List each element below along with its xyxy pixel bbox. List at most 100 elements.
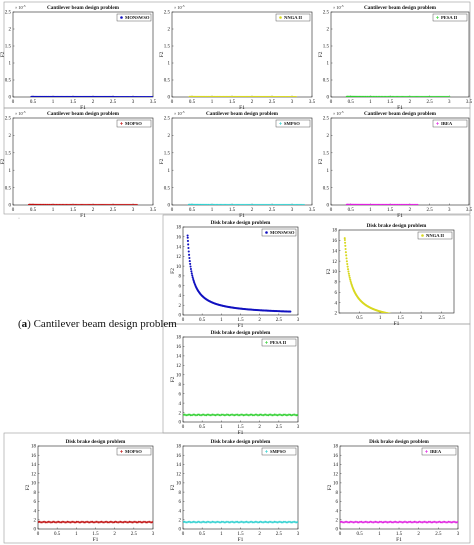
data-point: [228, 414, 231, 417]
data-point: [252, 521, 256, 524]
data-point: [184, 521, 187, 524]
x-tick-label: 1: [379, 316, 382, 321]
data-point: [291, 520, 294, 524]
y-tick-label: 10: [332, 270, 338, 275]
y-tick-label: 4: [179, 509, 182, 514]
data-point: [42, 520, 45, 524]
data-point: [132, 520, 135, 524]
data-point: [221, 520, 225, 523]
x-tick-label: 3: [457, 532, 460, 537]
data-point: [437, 520, 440, 524]
data-point: [189, 521, 192, 524]
x-tick-label: 3: [132, 208, 135, 213]
data-point: [49, 521, 53, 524]
x-tick-label: 0: [182, 532, 185, 537]
y-tick-label: 0.5: [5, 79, 12, 84]
y-tick-label: 2: [327, 134, 330, 139]
data-point: [214, 521, 217, 524]
legend-label: PESA II: [441, 15, 457, 20]
data-point: [394, 314, 396, 316]
data-point: [348, 274, 351, 277]
x-tick-label: 3.5: [466, 208, 473, 213]
x-tick-label: 0.5: [357, 532, 364, 537]
data-point: [70, 520, 73, 524]
y-tick-label: 14: [176, 355, 182, 360]
y-tick-label: 2: [335, 312, 338, 317]
data-point: [289, 520, 292, 524]
data-point: [185, 414, 188, 417]
x-tick-label: 3.5: [309, 208, 316, 213]
data-point: [271, 521, 274, 524]
data-point: [92, 521, 95, 524]
data-point: [416, 316, 418, 318]
data-point: [255, 520, 258, 524]
y-tick-label: 0: [179, 528, 182, 533]
data-point: [201, 413, 204, 416]
data-point: [231, 413, 234, 416]
data-point: [151, 95, 153, 97]
x-tick-label: 3: [132, 100, 135, 105]
data-point: [394, 520, 397, 523]
data-point: [446, 521, 449, 524]
data-point: [52, 520, 55, 523]
x-tick-label: 1.5: [229, 208, 236, 213]
data-point: [243, 413, 247, 417]
series-points: [38, 520, 153, 524]
data-point: [256, 521, 260, 524]
data-point: [242, 414, 245, 417]
data-point: [393, 520, 396, 523]
data-point: [405, 521, 408, 524]
x-tick-label: 3.5: [150, 208, 157, 213]
y-axis-label: F2: [170, 268, 176, 274]
y-tick-label: 16: [176, 454, 182, 459]
data-point: [345, 257, 348, 260]
data-point: [429, 520, 432, 523]
data-point: [238, 521, 241, 524]
data-point: [398, 520, 401, 523]
data-point: [349, 520, 352, 523]
data-point: [69, 521, 72, 524]
data-point: [258, 521, 261, 524]
y-axis-label: F2: [318, 51, 324, 57]
y-tick-label: 10: [176, 373, 182, 378]
data-point: [210, 413, 213, 417]
data-point: [415, 521, 418, 524]
data-point: [412, 316, 414, 318]
data-point: [258, 413, 261, 417]
x-tick-label: 2.5: [110, 100, 117, 105]
data-point: [189, 267, 192, 271]
data-point: [423, 317, 425, 319]
chart-11: Disk brake design problem 0 0.5 1 1.5 2 2.5 3 0 2…: [327, 439, 460, 543]
data-point: [433, 520, 436, 523]
x-tick-label: 0.5: [189, 208, 196, 213]
data-point: [211, 413, 214, 416]
chart-title: Disk brake design problem: [211, 220, 271, 226]
data-point: [427, 317, 429, 319]
x-tick-label: 0.5: [348, 100, 355, 105]
x-tick-label: 2.5: [276, 532, 283, 537]
y-tick-label: 8: [335, 281, 338, 286]
data-point: [425, 317, 427, 319]
data-point: [346, 268, 350, 271]
y-tick-label: 8: [179, 275, 182, 280]
y-tick-label: 18: [31, 445, 37, 450]
data-point: [199, 414, 203, 417]
data-point: [299, 203, 302, 205]
data-point: [278, 520, 282, 523]
data-point: [409, 315, 411, 317]
data-point: [294, 521, 297, 524]
caption-label: a: [21, 318, 28, 330]
data-point: [78, 521, 81, 524]
data-point: [411, 316, 413, 318]
data-point: [405, 315, 407, 317]
data-point: [382, 521, 385, 524]
data-point: [341, 521, 344, 524]
data-point: [249, 520, 252, 524]
data-point: [247, 414, 250, 417]
data-point: [373, 520, 376, 524]
x-tick-label: 1.5: [387, 208, 394, 213]
data-point: [76, 520, 80, 523]
x-axis-label: F1: [238, 323, 244, 329]
data-point: [419, 520, 422, 524]
data-point: [187, 520, 190, 524]
